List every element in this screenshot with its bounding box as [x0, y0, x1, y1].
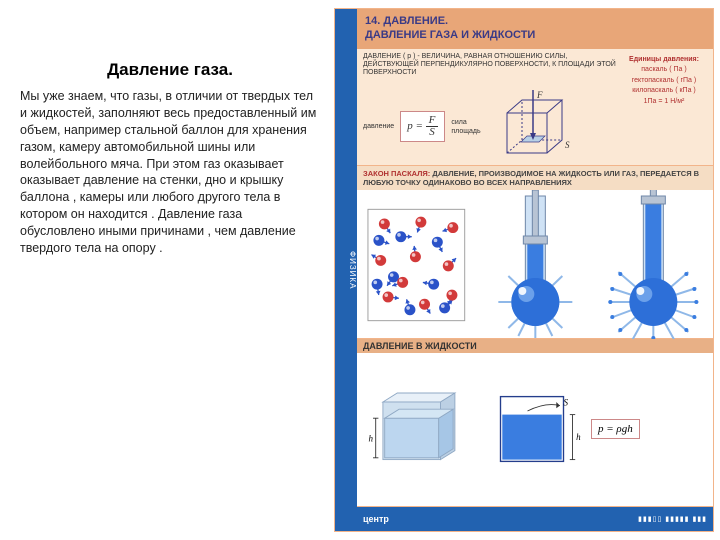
poster-spine: ФИЗИКА: [335, 9, 357, 531]
svg-text:S: S: [564, 398, 569, 408]
unit-1: паскаль ( Па ): [621, 65, 707, 76]
lbl-area: площадь: [451, 127, 480, 136]
tube-diagram-2: [594, 190, 713, 340]
left-title: Давление газа.: [20, 60, 320, 80]
footer-logo: центр: [363, 514, 389, 524]
liquid-bar: ДАВЛЕНИЕ В ЖИДКОСТИ: [357, 339, 713, 353]
tank-2d-diagram: S h: [477, 384, 587, 474]
svg-text:F: F: [536, 90, 543, 100]
physics-poster: ФИЗИКА 14. ДАВЛЕНИЕ. ДАВЛЕНИЕ ГАЗА И ЖИД…: [334, 8, 714, 532]
glass-tank-diagram: h: [363, 384, 473, 474]
section-pascal: ЗАКОН ПАСКАЛЯ: ДАВЛЕНИЕ, ПРОИЗВОДИМОЕ НА…: [357, 166, 713, 339]
svg-text:h: h: [369, 434, 374, 444]
svg-text:S: S: [565, 140, 570, 150]
lbl-force: сила: [451, 118, 480, 127]
pascal-law-bar: ЗАКОН ПАСКАЛЯ: ДАВЛЕНИЕ, ПРОИЗВОДИМОЕ НА…: [357, 166, 713, 190]
left-body: Мы уже знаем, что газы, в отличии от тве…: [20, 88, 320, 257]
formula-hydrostatic: p = ρgh: [591, 419, 640, 439]
molecules-diagram: [357, 190, 476, 340]
poster-footer: центр ▮▮▮▯▯ ▮▮▮▮▮ ▮▮▮: [357, 507, 713, 531]
law-label: ЗАКОН ПАСКАЛЯ:: [363, 169, 430, 178]
header-line2: ДАВЛЕНИЕ ГАЗА И ЖИДКОСТИ: [365, 29, 535, 41]
unit-4: 1Па = 1 Н/м²: [621, 97, 707, 108]
units-box: Единицы давления: паскаль ( Па ) гектопа…: [621, 53, 707, 161]
unit-3: килопаскаль ( кПа ): [621, 86, 707, 97]
poster-header: 14. ДАВЛЕНИЕ. ДАВЛЕНИЕ ГАЗА И ЖИДКОСТИ: [357, 9, 713, 49]
footer-bars: ▮▮▮▯▯ ▮▮▮▮▮ ▮▮▮: [638, 515, 707, 523]
section-definition: ДАВЛЕНИЕ ( p ) - ВЕЛИЧИНА, РАВНАЯ ОТНОШЕ…: [357, 49, 713, 166]
section-liquid: ДАВЛЕНИЕ В ЖИДКОСТИ: [357, 339, 713, 508]
unit-2: гектопаскаль ( гПа ): [621, 76, 707, 87]
units-heading: Единицы давления:: [621, 55, 707, 66]
header-num: 14.: [365, 15, 380, 27]
tube-diagram-1: [476, 190, 595, 340]
definition-text: ДАВЛЕНИЕ ( p ) - ВЕЛИЧИНА, РАВНАЯ ОТНОШЕ…: [363, 53, 621, 78]
right-column: ФИЗИКА 14. ДАВЛЕНИЕ. ДАВЛЕНИЕ ГАЗА И ЖИД…: [330, 0, 720, 540]
cube-diagram: F S: [487, 88, 587, 166]
formula-pressure: p = F S: [400, 111, 445, 142]
svg-text:h: h: [576, 432, 581, 442]
left-column: Давление газа. Мы уже знаем, что газы, в…: [0, 0, 330, 540]
header-line1: ДАВЛЕНИЕ.: [383, 15, 448, 27]
lbl-pressure: давление: [363, 122, 394, 131]
